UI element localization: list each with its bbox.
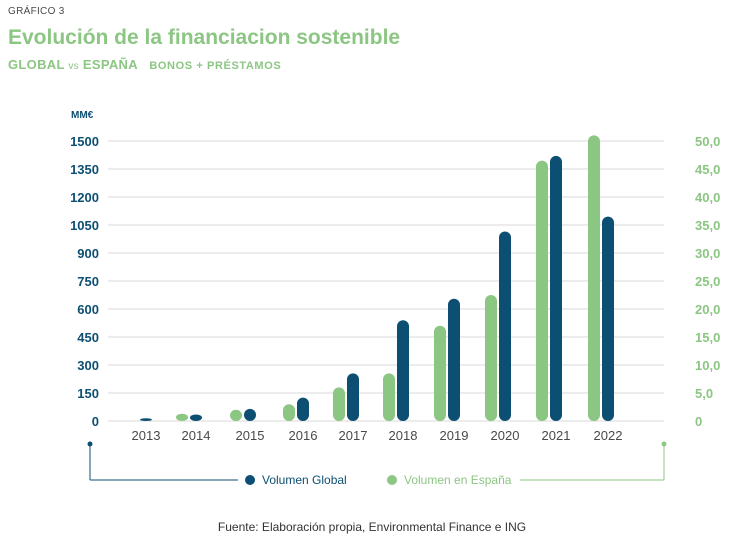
- bar-spain: [333, 387, 345, 421]
- left-tick-label: 1500: [70, 134, 99, 149]
- bar-global: [297, 397, 309, 421]
- left-tick-label: 450: [77, 330, 99, 345]
- x-tick-label: 2021: [542, 428, 571, 443]
- left-tick-label: 1050: [70, 218, 99, 233]
- bar-spain: [588, 135, 600, 421]
- chart-title: Evolución de la financiacion sostenible: [8, 26, 401, 49]
- bar-spain: [434, 325, 446, 421]
- bar-spain: [536, 160, 548, 421]
- left-axis-unit: MM€: [71, 110, 94, 121]
- right-tick-label: 25,0: [695, 274, 720, 289]
- figure-label: GRÁFICO 3: [8, 6, 65, 17]
- subtitle-spain: ESPAÑA: [82, 57, 138, 72]
- bar-spain: [383, 373, 395, 421]
- x-tick-label: 2014: [182, 428, 211, 443]
- subtitle-global: GLOBAL: [8, 57, 65, 72]
- bar-global: [244, 408, 256, 421]
- bar-global: [550, 155, 562, 421]
- x-tick-label: 2013: [132, 428, 161, 443]
- right-tick-label: 20,0: [695, 302, 720, 317]
- left-tick-label: 1350: [70, 162, 99, 177]
- left-tick-label: 150: [77, 386, 99, 401]
- bar-global: [448, 298, 460, 421]
- left-tick-label: 300: [77, 358, 99, 373]
- subtitle-bonos-prestamos: BONOS + PRÉSTAMOS: [149, 60, 282, 72]
- x-tick-label: 2020: [491, 428, 520, 443]
- bar-global: [140, 418, 152, 421]
- left-tick-label: 0: [92, 414, 99, 429]
- right-tick-label: 5,0: [695, 386, 713, 401]
- x-tick-label: 2017: [339, 428, 368, 443]
- left-tick-label: 1200: [70, 190, 99, 205]
- right-tick-label: 45,0: [695, 162, 720, 177]
- x-tick-label: 2015: [236, 428, 265, 443]
- bar-spain: [176, 413, 188, 421]
- bar-spain: [283, 404, 295, 421]
- right-tick-label: 15,0: [695, 330, 720, 345]
- legend-marker-spain: [387, 475, 397, 485]
- left-tick-label: 750: [77, 274, 99, 289]
- x-tick-label: 2016: [289, 428, 318, 443]
- legend-marker-global: [245, 475, 255, 485]
- right-tick-label: 40,0: [695, 190, 720, 205]
- x-tick-label: 2018: [389, 428, 418, 443]
- bar-global: [347, 373, 359, 421]
- bar-global: [499, 231, 511, 421]
- right-tick-label: 10,0: [695, 358, 720, 373]
- legend-label-spain: Volumen en España: [404, 473, 512, 487]
- bar-global: [190, 414, 202, 421]
- right-tick-label: 50,0: [695, 134, 720, 149]
- subtitle-vs: vs: [68, 61, 79, 72]
- bar-global: [602, 216, 614, 421]
- bar-spain: [230, 409, 242, 421]
- source-note: Fuente: Elaboración propia, Environmenta…: [217, 520, 527, 534]
- bar-global: [397, 320, 409, 421]
- left-tick-label: 600: [77, 302, 99, 317]
- x-tick-label: 2019: [440, 428, 469, 443]
- right-tick-label: 0: [695, 414, 702, 429]
- right-tick-label: 30,0: [695, 246, 720, 261]
- legend-label-global: Volumen Global: [262, 473, 347, 487]
- x-tick-label: 2022: [594, 428, 623, 443]
- bar-spain: [485, 295, 497, 421]
- right-tick-label: 35,0: [695, 218, 720, 233]
- left-tick-label: 900: [77, 246, 99, 261]
- chart-subtitle: GLOBAL vs ESPAÑA BONOS + PRÉSTAMOS: [8, 57, 281, 72]
